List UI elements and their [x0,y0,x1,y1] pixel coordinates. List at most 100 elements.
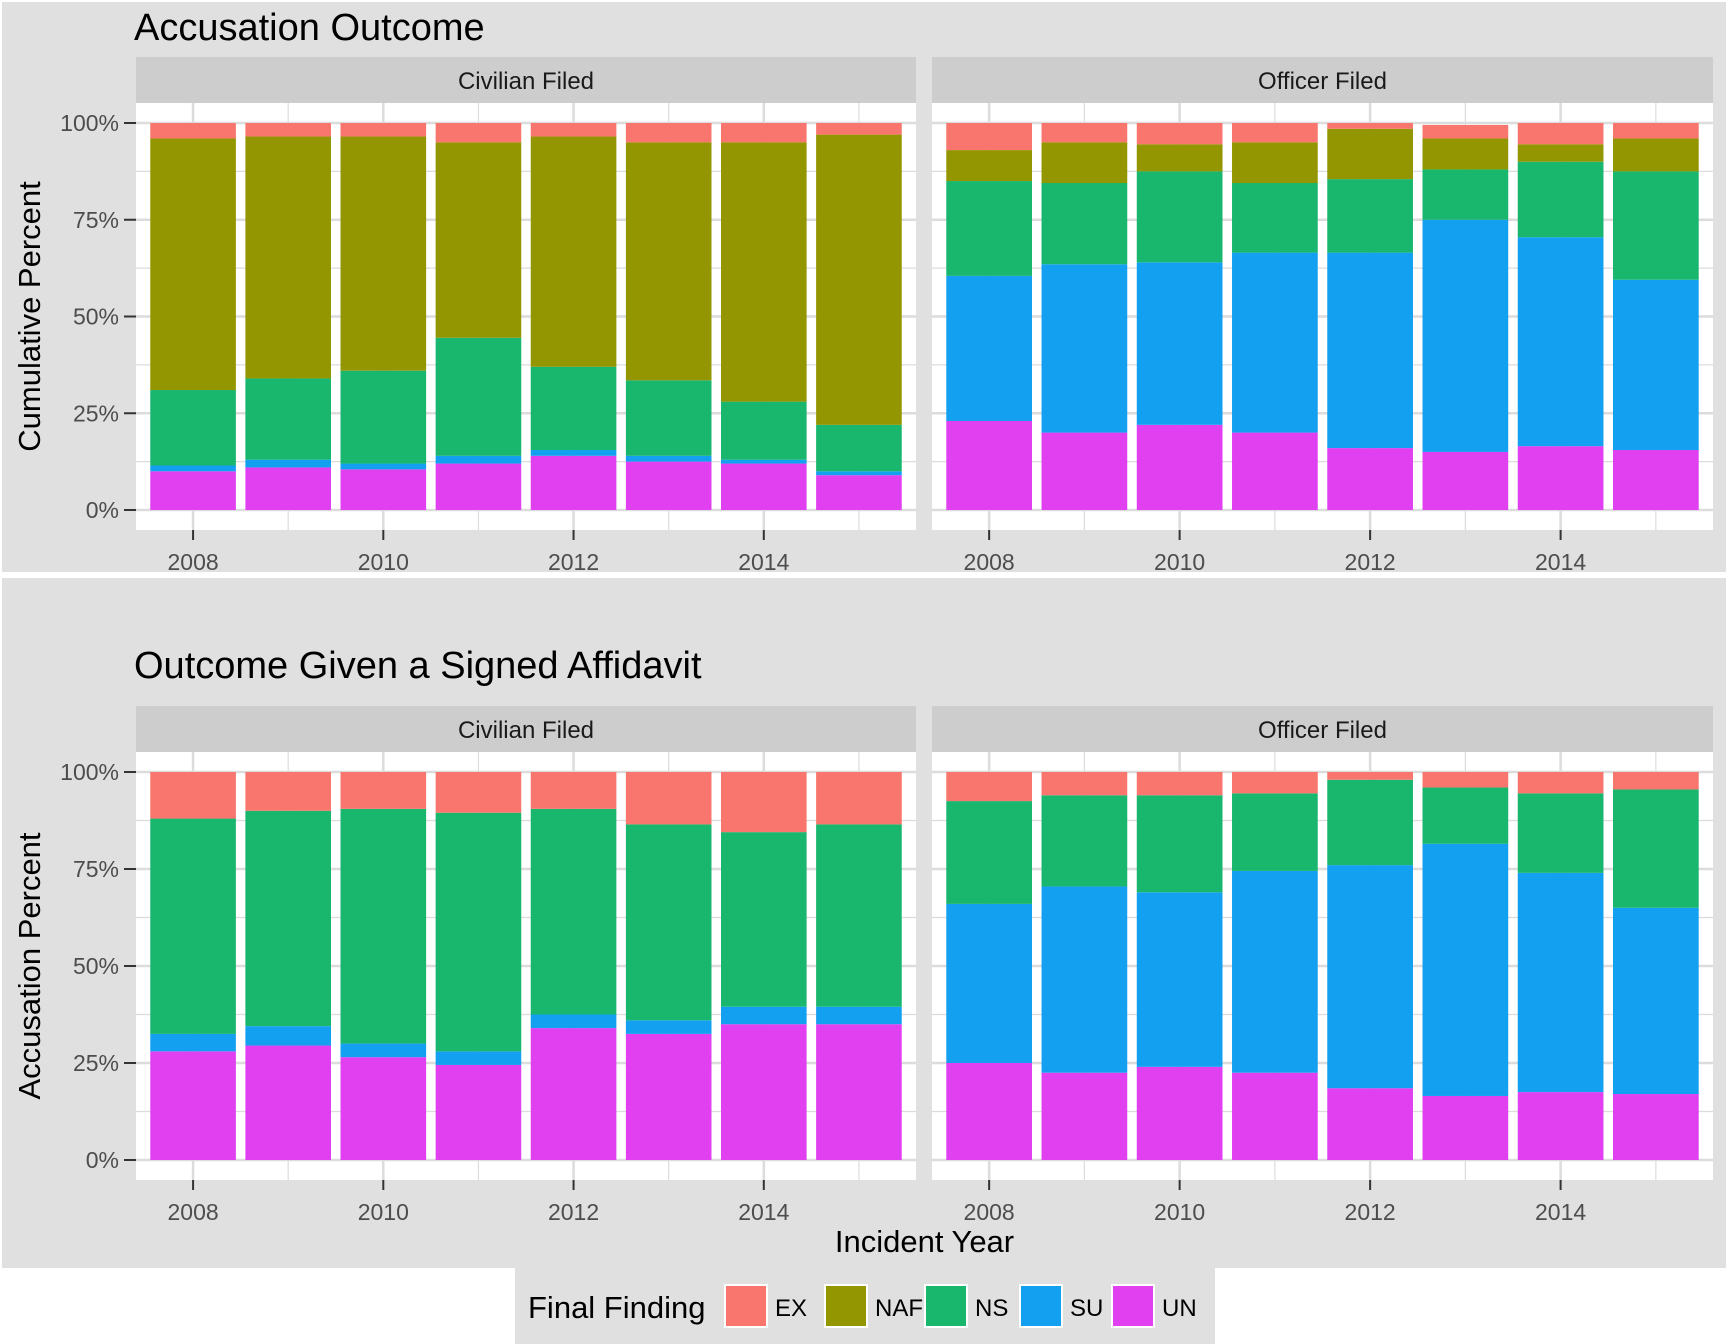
bar-segment-ns-2011 [435,812,522,1052]
x-tick-label: 2010 [358,549,409,575]
bar-segment-ex-2015 [1612,772,1699,790]
x-tick-label: 2012 [1345,1199,1396,1225]
x-tick-label: 2010 [1154,1199,1205,1225]
bar-segment-su-2010 [1136,892,1223,1067]
bar-segment-un-2009 [1041,432,1128,510]
bar-segment-un-2012 [1327,1088,1413,1160]
bar-segment-ns-2015 [1612,789,1699,908]
bar-segment-un-2008 [150,471,236,510]
x-tick-label: 2014 [1535,1199,1586,1225]
bar-segment-ex-2009 [245,123,331,137]
bar-segment-un-2010 [1136,424,1223,510]
bar-segment-ex-2009 [1041,772,1128,796]
bar-segment-ex-2014 [721,772,807,833]
chart-panel-2: Outcome Given a Signed Affidavit 0% 25% 50%… [2,578,1726,1268]
bar-segment-su-2015 [1612,279,1699,451]
bar-segment-su-2008 [150,1033,236,1052]
bar-segment-un-2010 [1136,1066,1223,1160]
bar-segment-un-2009 [245,467,331,510]
bar-segment-naf-2015 [1612,138,1699,172]
bar-segment-un-2009 [1041,1072,1128,1160]
bar-segment-su-2011 [435,1051,522,1065]
bar-segment-ns-2008 [150,390,236,466]
panel-title: Accusation Outcome [134,7,485,49]
bar-segment-ns-2011 [435,337,522,456]
bar-segment-ns-2010 [340,808,427,1044]
bar-segment-ex-2010 [340,123,427,137]
bar-segment-su-2015 [816,1006,902,1025]
bar-segment-su-2010 [340,1043,427,1058]
bar-segment-ex-2010 [1136,772,1223,796]
bar-segment-un-2011 [435,463,522,510]
bar-segment-ex-2013 [625,772,712,825]
bar-segment-ex-2013 [1422,124,1509,139]
bar-segment-ex-2012 [1327,123,1413,129]
bar-segment-un-2010 [340,469,427,510]
y-tick-label: 50% [73,953,119,979]
bar-segment-su-2012 [530,450,617,456]
y-tick-label: 100% [60,759,119,785]
legend-label-ex: EX [775,1295,807,1322]
bar-segment-ex-2011 [435,123,522,143]
x-tick-label: 2008 [167,549,218,575]
legend-label-un: UN [1162,1295,1197,1322]
x-tick-label: 2012 [1345,549,1396,575]
bar-segment-ex-2008 [946,772,1033,802]
bar-segment-su-2015 [1612,907,1699,1095]
bar-segment-ns-2014 [721,832,807,1007]
bar-segment-ns-2012 [530,808,617,1015]
bar-segment-un-2008 [150,1051,236,1160]
bar-segment-un-2010 [340,1057,427,1160]
bar-segment-ex-2015 [816,772,902,825]
bar-segment-su-2009 [1041,886,1128,1073]
bar-segment-un-2013 [625,1033,712,1160]
bar-segment-un-2008 [946,1063,1033,1160]
bar-segment-su-2015 [816,471,902,476]
y-tick-label: 100% [60,110,119,136]
x-tick-label: 2014 [738,1199,789,1225]
bar-segment-un-2008 [946,420,1033,510]
bar-segment-su-2013 [625,1020,712,1034]
bar-segment-naf-2008 [946,150,1033,182]
bar-segment-ex-2011 [1232,772,1318,794]
bar-segment-naf-2010 [340,136,427,371]
bar-segment-ex-2012 [530,123,617,137]
bar-segment-un-2014 [721,463,807,510]
bar-segment-ns-2010 [1136,795,1223,893]
bar-segment-naf-2013 [625,142,712,381]
bar-segment-ns-2009 [1041,182,1128,265]
bar-segment-su-2010 [340,463,427,470]
legend-key-ex [724,1284,768,1328]
bar-segment-un-2013 [1422,451,1509,510]
bar-segment-ex-2013 [625,123,712,143]
x-tick-label: 2010 [1154,549,1205,575]
bar-segment-su-2014 [721,1006,807,1025]
panel-title: Outcome Given a Signed Affidavit [134,645,702,687]
bar-segment-su-2011 [1232,870,1318,1073]
bar-segment-su-2008 [946,275,1033,421]
bar-segment-un-2014 [721,1024,807,1160]
bar-segment-ns-2015 [1612,171,1699,280]
bar-segment-naf-2011 [1232,142,1318,183]
bar-segment-ex-2008 [150,123,236,139]
bar-segment-naf-2012 [530,136,617,367]
facet-strip-label: Officer Filed [1258,717,1387,744]
bar-segment-su-2009 [245,459,331,468]
bar-segment-un-2011 [435,1064,522,1160]
x-tick-label: 2014 [738,549,789,575]
bar-segment-ex-2011 [435,772,522,813]
bar-segment-ex-2014 [1517,772,1604,794]
legend-title: Final Finding [528,1290,705,1325]
x-tick-label: 2008 [167,1199,218,1225]
legend-key-naf [824,1284,868,1328]
bar-segment-su-2014 [721,459,807,464]
legend: Final Finding EX NAF NS SU UN [515,1268,1215,1344]
bar-segment-naf-2008 [150,138,236,391]
bar-segment-ex-2012 [1327,772,1413,780]
legend-label-naf: NAF [875,1295,923,1322]
bar-segment-ex-2010 [1136,123,1223,145]
x-tick-label: 2012 [548,1199,599,1225]
bar-segment-ex-2009 [1041,123,1128,143]
bar-segment-ex-2011 [1232,123,1318,143]
facet-strip [136,57,916,103]
